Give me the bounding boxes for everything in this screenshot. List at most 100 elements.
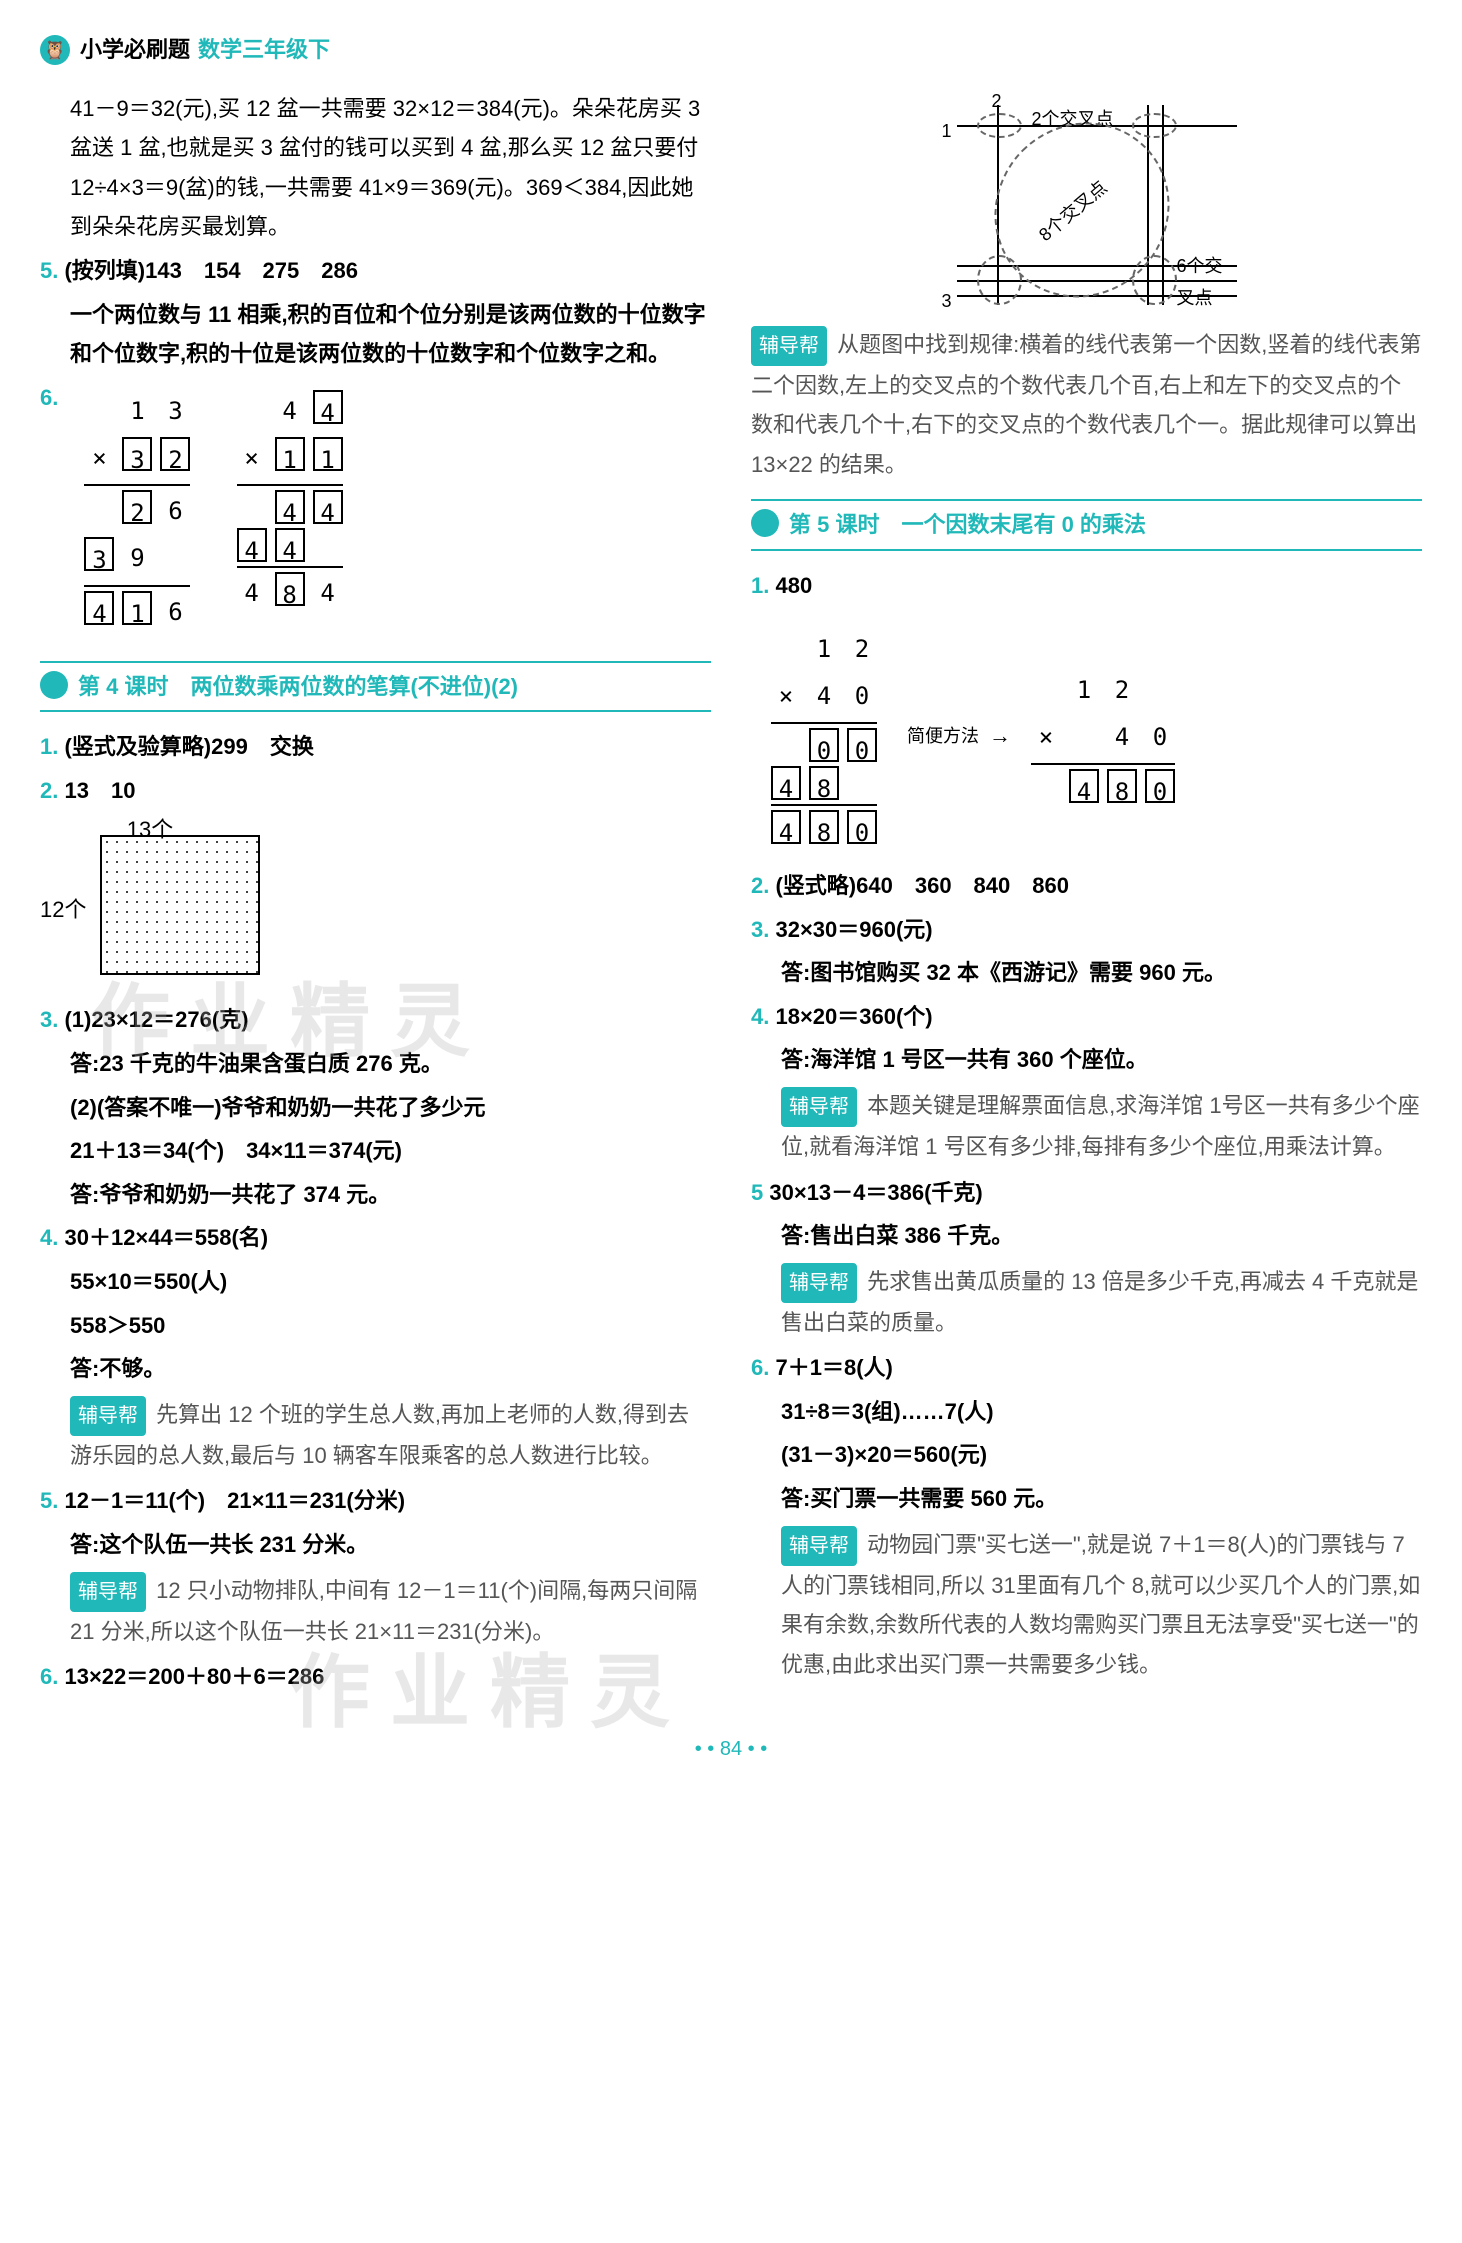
s5p3: 3. 32×30＝960(元) <box>751 910 1422 950</box>
intersection-diagram: 1 2 3 2个交叉点 8个交叉点 6个交叉点 <box>937 95 1237 315</box>
s4p3-line3: (2)(答案不唯一)爷爷和奶奶一共花了多少元 <box>40 1088 711 1128</box>
owl-icon: 🦉 <box>40 35 70 65</box>
p6-num: 6. <box>40 385 58 410</box>
s5p5-num: 5 <box>751 1180 763 1205</box>
s5p1-text: 480 <box>775 573 812 598</box>
p5-line2: 一个两位数与 11 相乘,积的百位和个位分别是该两位数的十位数字和个位数字,积的… <box>40 295 711 374</box>
s5p4: 4. 18×20＝360(个) <box>751 997 1422 1037</box>
help-badge-1: 辅导帮 <box>70 1396 146 1436</box>
s5p1-calc: 12 ×40 00 48 480 简便方法 → 12 ×40 480 <box>751 616 1422 856</box>
header-title: 小学必刷题 <box>80 30 190 70</box>
s5p2: 2. (竖式略)640 360 840 860 <box>751 866 1422 906</box>
page-header: 🦉 小学必刷题 数学三年级下 <box>40 30 1422 70</box>
s5p5-help-text: 先求售出黄瓜质量的 13 倍是多少千克,再减去 4 千克就是售出白菜的质量。 <box>781 1269 1418 1335</box>
diag-cross6: 6个交叉点 <box>1177 250 1237 315</box>
page-number: 84 <box>720 1738 742 1760</box>
s5p6-line1: 7＋1＝8(人) <box>775 1355 892 1380</box>
s5p4-line2: 答:海洋馆 1 号区一共有 360 个座位。 <box>751 1040 1422 1080</box>
help-badge-r3: 辅导帮 <box>781 1263 857 1303</box>
problem-5: 5. (按列填)143 154 275 286 <box>40 251 711 291</box>
diag-label-3: 3 <box>942 285 952 317</box>
arrow-icon: → <box>989 716 1011 756</box>
s5p4-help-text: 本题关键是理解票面信息,求海洋馆 1号区一共有多少个座位,就看海洋馆 1 号区有… <box>781 1093 1420 1159</box>
s4p6: 6. 13×22＝200＋80＋6＝286 <box>40 1657 711 1697</box>
s5p5-help: 辅导帮 先求售出黄瓜质量的 13 倍是多少千克,再减去 4 千克就是售出白菜的质… <box>751 1262 1422 1343</box>
s4p5-line1: 12－1＝11(个) 21×11＝231(分米) <box>64 1488 405 1513</box>
s4p3-line4: 21＋13＝34(个) 34×11＝374(元) <box>40 1131 711 1171</box>
p5-num: 5. <box>40 258 58 283</box>
grid-diagram: 13个 12个 <box>40 825 711 985</box>
s5p6-help-text: 动物园门票"买七送一",就是说 7＋1＝8(人)的门票钱与 7 人的门票钱相同,… <box>781 1532 1420 1677</box>
problem-6: 6. 13 ×32 26 39 416 44 ×11 44 44 484 <box>40 378 711 646</box>
s5p5-line2: 答:售出白菜 386 千克。 <box>751 1216 1422 1256</box>
s5p3-line1: 32×30＝960(元) <box>775 917 932 942</box>
s4p3: 3. (1)23×12＝276(克) <box>40 1000 711 1040</box>
math-calc-3b: 12 ×40 480 <box>1031 667 1175 805</box>
s5p6-help: 辅导帮 动物园门票"买七送一",就是说 7＋1＝8(人)的门票钱与 7 人的门票… <box>751 1525 1422 1685</box>
s4p5-num: 5. <box>40 1488 58 1513</box>
help-badge-r4: 辅导帮 <box>781 1526 857 1566</box>
s4p3-line5: 答:爷爷和奶奶一共花了 374 元。 <box>40 1175 711 1215</box>
s4p4-help-text: 先算出 12 个班的学生总人数,再加上老师的人数,得到去游乐园的总人数,最后与 … <box>70 1402 689 1468</box>
math-calc-2: 44 ×11 44 44 484 <box>237 388 343 618</box>
s4p5-help-text: 12 只小动物排队,中间有 12－1＝11(个)间隔,每两只间隔 21 分米,所… <box>70 1578 697 1644</box>
s5p1-num: 1. <box>751 573 769 598</box>
s5p5-line1: 30×13－4＝386(千克) <box>769 1180 982 1205</box>
s4p4-line1: 30＋12×44＝558(名) <box>64 1225 268 1250</box>
header-subtitle: 数学三年级下 <box>198 30 330 70</box>
s4p1: 1. (竖式及验算略)299 交换 <box>40 727 711 767</box>
s5p1: 1. 480 <box>751 566 1422 606</box>
s5p6-num: 6. <box>751 1355 769 1380</box>
simple-label: 简便方法 <box>907 720 979 752</box>
s4p4: 4. 30＋12×44＝558(名) <box>40 1218 711 1258</box>
section-5-icon <box>751 509 779 537</box>
s5p4-line1: 18×20＝360(个) <box>775 1004 932 1029</box>
s5p6-line2: 31÷8＝3(组)……7(人) <box>751 1392 1422 1432</box>
s5p4-help: 辅导帮 本题关键是理解票面信息,求海洋馆 1号区一共有多少个座位,就看海洋馆 1… <box>751 1086 1422 1167</box>
diag-label-1: 1 <box>942 115 952 147</box>
s4p6-text: 13×22＝200＋80＋6＝286 <box>64 1664 324 1689</box>
s4p6-num: 6. <box>40 1664 58 1689</box>
page-footer: • • 84 • • <box>40 1731 1422 1767</box>
s4p4-line3: 558＞550 <box>40 1306 711 1346</box>
math-calc-1: 13 ×32 26 39 416 <box>84 388 190 636</box>
s5p2-text: (竖式略)640 360 840 860 <box>775 873 1068 898</box>
s5p2-num: 2. <box>751 873 769 898</box>
help-badge-r1: 辅导帮 <box>751 326 827 366</box>
s4p1-text: (竖式及验算略)299 交换 <box>64 734 313 759</box>
p5-line1: (按列填)143 154 275 286 <box>64 258 357 283</box>
right-help1: 辅导帮 从题图中找到规律:横着的线代表第一个因数,竖着的线代表第二个因数,左上的… <box>751 325 1422 485</box>
section-4-icon <box>40 671 68 699</box>
right-help1-text: 从题图中找到规律:横着的线代表第一个因数,竖着的线代表第二个因数,左上的交叉点的… <box>751 332 1421 477</box>
s4p5-line2: 答:这个队伍一共长 231 分米。 <box>40 1525 711 1565</box>
s4p4-help: 辅导帮 先算出 12 个班的学生总人数,再加上老师的人数,得到去游乐园的总人数,… <box>40 1395 711 1476</box>
s4p1-num: 1. <box>40 734 58 759</box>
section-5-title: 第 5 课时 一个因数末尾有 0 的乘法 <box>789 505 1146 545</box>
s4p3-num: 3. <box>40 1007 58 1032</box>
s4p5: 5. 12－1＝11(个) 21×11＝231(分米) <box>40 1481 711 1521</box>
right-column: 1 2 3 2个交叉点 8个交叉点 6个交叉点 辅导帮 从题图中找到规律:横着的… <box>751 85 1422 1701</box>
s4p5-help: 辅导帮 12 只小动物排队,中间有 12－1＝11(个)间隔,每两只间隔 21 … <box>40 1571 711 1652</box>
s4p2-text: 13 10 <box>64 778 135 803</box>
math-calc-3a: 12 ×40 00 48 480 <box>771 626 877 846</box>
page-container: 41－9＝32(元),买 12 盆一共需要 32×12＝384(元)。朵朵花房买… <box>40 85 1422 1701</box>
s5p3-line2: 答:图书馆购买 32 本《西游记》需要 960 元。 <box>751 953 1422 993</box>
s4p4-line2: 55×10＝550(人) <box>40 1262 711 1302</box>
s4p2-num: 2. <box>40 778 58 803</box>
section-4-header: 第 4 课时 两位数乘两位数的笔算(不进位)(2) <box>40 661 711 713</box>
section-4-title: 第 4 课时 两位数乘两位数的笔算(不进位)(2) <box>78 667 518 707</box>
s4p3-line1: (1)23×12＝276(克) <box>64 1007 248 1032</box>
s4p4-num: 4. <box>40 1225 58 1250</box>
s5p6-line3: (31－3)×20＝560(元) <box>751 1435 1422 1475</box>
intro-text: 41－9＝32(元),买 12 盆一共需要 32×12＝384(元)。朵朵花房买… <box>40 89 711 247</box>
s5p3-num: 3. <box>751 917 769 942</box>
left-column: 41－9＝32(元),买 12 盆一共需要 32×12＝384(元)。朵朵花房买… <box>40 85 711 1701</box>
s5p6-line4: 答:买门票一共需要 560 元。 <box>751 1479 1422 1519</box>
grid-label-left: 12个 <box>40 890 86 930</box>
section-5-header: 第 5 课时 一个因数末尾有 0 的乘法 <box>751 499 1422 551</box>
s4p4-line4: 答:不够。 <box>40 1349 711 1389</box>
s4p2: 2. 13 10 <box>40 771 711 811</box>
s5p4-num: 4. <box>751 1004 769 1029</box>
help-badge-r2: 辅导帮 <box>781 1087 857 1127</box>
help-badge-2: 辅导帮 <box>70 1572 146 1612</box>
